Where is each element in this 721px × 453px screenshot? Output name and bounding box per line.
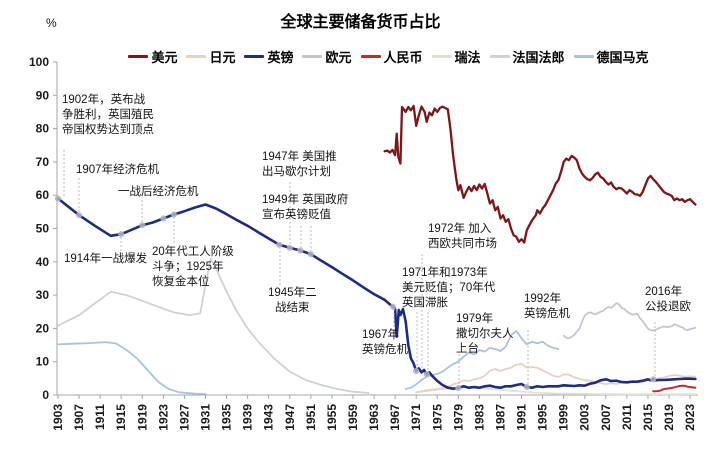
series-line-frf bbox=[57, 257, 370, 394]
legend-swatch-frf bbox=[489, 55, 510, 58]
legend-item-dem: 德国马克 bbox=[573, 47, 649, 66]
y-tick-label: 50 bbox=[36, 222, 50, 236]
x-tick-label: 1915 bbox=[114, 404, 128, 431]
x-tick-label: 1939 bbox=[241, 404, 255, 431]
annotation-marker-dot bbox=[139, 222, 146, 229]
x-tick-label: 1903 bbox=[51, 404, 65, 431]
legend-item-jpy: 日元 bbox=[186, 47, 235, 66]
legend-item-frf: 法国法郎 bbox=[489, 47, 565, 66]
y-tick-label: 0 bbox=[42, 388, 49, 402]
annotation-marker-dot bbox=[523, 383, 530, 391]
series-line-eur bbox=[562, 302, 697, 340]
x-tick-label: 1911 bbox=[93, 404, 107, 430]
annotation-marker-dot bbox=[276, 241, 283, 248]
legend-swatch-eur bbox=[302, 55, 323, 58]
annotation-marker-dot bbox=[413, 367, 420, 375]
legend-swatch-usd bbox=[128, 55, 149, 58]
annotation-marker-dot bbox=[423, 371, 430, 378]
axes bbox=[56, 62, 698, 396]
x-tick-label: 1995 bbox=[536, 404, 550, 431]
chart-title: 全球主要储备货币占比 bbox=[280, 14, 441, 31]
x-tick-label: 1955 bbox=[325, 404, 339, 431]
x-tick-label: 1963 bbox=[367, 404, 381, 431]
x-tick-label: 1923 bbox=[156, 404, 170, 431]
x-tick-label: 2007 bbox=[599, 404, 613, 431]
x-tick-label: 1983 bbox=[472, 404, 486, 431]
x-tick-label: 2015 bbox=[641, 404, 655, 431]
y-axis-unit-label: % bbox=[46, 16, 57, 30]
series-line-dem bbox=[57, 341, 207, 395]
x-tick-label: 1987 bbox=[493, 404, 507, 431]
legend-item-usd: 美元 bbox=[128, 47, 177, 66]
x-tick-label: 1947 bbox=[283, 404, 297, 431]
legend-label-frf: 法国法郎 bbox=[512, 50, 565, 65]
legend-label-dem: 德国马克 bbox=[596, 50, 649, 65]
legend-swatch-chf bbox=[431, 55, 452, 58]
x-tick-label: 1907 bbox=[72, 404, 86, 431]
legend-item-rmb: 人民币 bbox=[360, 47, 423, 66]
annotation-marker-dot bbox=[118, 231, 125, 238]
y-tick-label: 70 bbox=[36, 155, 50, 169]
annotation-marker-dot bbox=[455, 384, 462, 392]
y-tick-label: 20 bbox=[36, 321, 50, 335]
series-line-dem bbox=[404, 330, 560, 390]
y-tick-label: 30 bbox=[36, 288, 50, 302]
x-tick-label: 1935 bbox=[220, 404, 234, 431]
x-tick-label: 1919 bbox=[135, 404, 149, 431]
x-tick-label: 1971 bbox=[409, 404, 423, 431]
x-tick-label: 1979 bbox=[451, 404, 465, 431]
legend-item-eur: 欧元 bbox=[302, 47, 352, 66]
annotation-marker-dot bbox=[286, 244, 293, 251]
x-tick-label: 1959 bbox=[346, 404, 360, 431]
legend-item-chf: 瑞法 bbox=[431, 47, 481, 66]
legend-swatch-jpy bbox=[186, 55, 207, 58]
x-tick-label: 1999 bbox=[557, 404, 571, 431]
annotation-marker-dot bbox=[650, 376, 657, 383]
annotation-marker-dot bbox=[160, 215, 167, 222]
series-line-gbp bbox=[56, 197, 697, 390]
legend-label-gbp: 英镑 bbox=[267, 50, 294, 65]
x-tick-label: 1927 bbox=[177, 404, 191, 431]
annotation-marker-dot bbox=[389, 303, 397, 310]
series-line-usd bbox=[383, 104, 697, 244]
annotation-marker-dot bbox=[170, 211, 177, 218]
legend-swatch-rmb bbox=[360, 55, 381, 58]
legend: 美元 日元 英镑 欧元 人民币 瑞法 法国法郎 德国马克 bbox=[60, 47, 717, 66]
x-tick-label: 1931 bbox=[198, 404, 212, 431]
x-tick-label: 2019 bbox=[662, 404, 676, 431]
legend-label-chf: 瑞法 bbox=[454, 50, 481, 65]
y-tick-label: 80 bbox=[36, 122, 50, 136]
x-tick-label: 1967 bbox=[388, 404, 402, 431]
x-tick-label: 1943 bbox=[262, 404, 276, 431]
y-tick-label: 100 bbox=[29, 55, 49, 69]
x-tick-label: 2003 bbox=[578, 404, 592, 431]
x-tick-label: 1975 bbox=[430, 404, 444, 431]
x-tick-label: 1991 bbox=[515, 404, 529, 431]
legend-label-rmb: 人民币 bbox=[383, 50, 423, 65]
annotation-marker-dot bbox=[54, 195, 62, 202]
y-tick-label: 60 bbox=[36, 188, 50, 202]
legend-item-gbp: 英镑 bbox=[244, 47, 293, 66]
annotation-marker-dot bbox=[297, 247, 304, 254]
y-tick-label: 10 bbox=[36, 355, 50, 369]
legend-label-eur: 欧元 bbox=[325, 50, 352, 65]
legend-label-usd: 美元 bbox=[151, 50, 178, 65]
legend-swatch-gbp bbox=[244, 55, 265, 58]
x-tick-label: 2023 bbox=[683, 404, 697, 431]
y-tick-label: 90 bbox=[36, 88, 50, 102]
annotation-marker-dot bbox=[75, 212, 83, 219]
series-line-rmb bbox=[652, 384, 697, 393]
legend-label-jpy: 日元 bbox=[209, 50, 236, 65]
x-tick-label: 2011 bbox=[620, 404, 634, 430]
y-tick-label: 40 bbox=[36, 255, 50, 269]
legend-swatch-dem bbox=[573, 55, 594, 58]
annotation-marker-dot bbox=[307, 251, 314, 258]
x-tick-label: 1951 bbox=[304, 404, 318, 431]
